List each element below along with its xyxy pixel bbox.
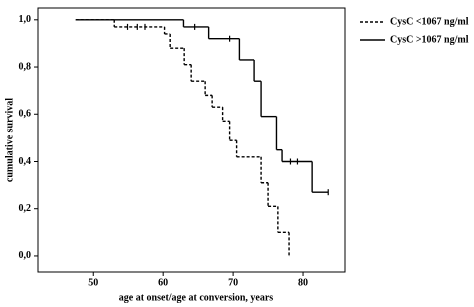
x-tick-label: 70	[228, 277, 238, 288]
x-tick-label: 50	[88, 277, 98, 288]
y-tick-label: 0,4	[19, 156, 32, 167]
y-tick-label: 0,6	[19, 109, 32, 120]
y-tick-label: 0,2	[19, 203, 32, 214]
y-tick-label: 0,8	[19, 61, 32, 72]
y-axis-label: cumulative survival	[4, 98, 15, 182]
legend-label: CysC <1067 ng/ml	[390, 16, 469, 27]
legend-label: CysC >1067 ng/ml	[390, 34, 469, 45]
x-tick-label: 80	[298, 277, 308, 288]
y-tick-label: 0,0	[19, 250, 32, 261]
x-tick-label: 60	[158, 277, 168, 288]
x-axis-label: age at onset/age at conversion, years	[119, 292, 274, 303]
plot-frame	[37, 7, 346, 273]
y-tick-label: 1,0	[19, 14, 32, 25]
